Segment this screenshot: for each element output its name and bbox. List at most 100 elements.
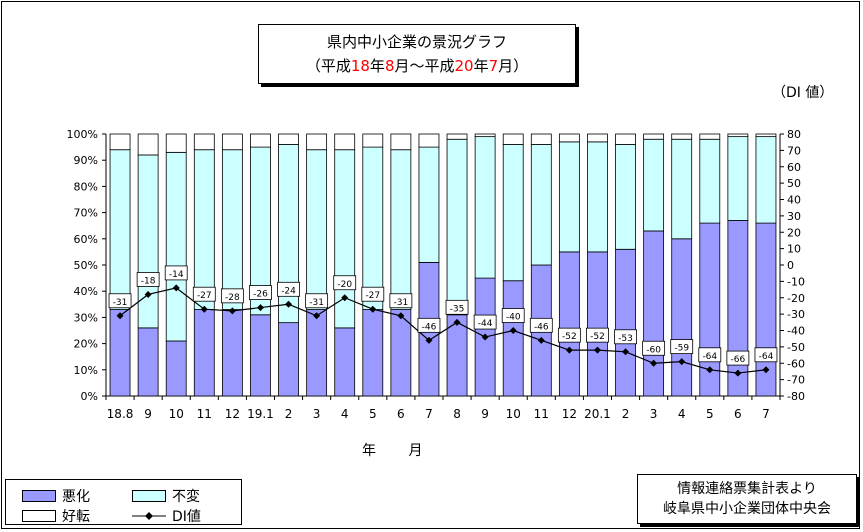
- x-tick-label: 5: [706, 407, 714, 421]
- right-tick-label: 40: [787, 194, 801, 207]
- di-point: [172, 284, 180, 292]
- bar-same: [671, 138, 693, 240]
- bar-good: [418, 133, 440, 148]
- bar-bad: [671, 238, 693, 397]
- x-tick-label: 12: [225, 407, 240, 421]
- left-tick-label: 100%: [67, 128, 98, 141]
- di-data-label: -18: [141, 276, 156, 286]
- legend-item-bad: 悪化: [22, 486, 90, 506]
- di-data-label: -35: [450, 304, 465, 314]
- legend-item-same: 不変: [132, 486, 200, 506]
- bar-good: [587, 133, 608, 143]
- di-label-box: [501, 308, 525, 323]
- di-point: [425, 336, 433, 344]
- di-label-box: [642, 340, 666, 356]
- bar-bad: [165, 340, 187, 397]
- subtitle-part-0: （平成: [305, 57, 351, 75]
- right-tick-label: 0: [787, 259, 794, 272]
- di-label-box: [557, 327, 581, 343]
- x-tick-label: 3: [313, 407, 321, 421]
- di-data-label: -46: [422, 322, 437, 332]
- di-label-box: [445, 299, 469, 315]
- bar-same: [446, 138, 468, 316]
- di-label-box: [586, 327, 609, 343]
- di-label-box: [614, 329, 637, 345]
- bar-same: [699, 138, 721, 224]
- x-tick-label: 12: [562, 407, 577, 421]
- di-point: [593, 346, 601, 354]
- bar-good: [474, 133, 496, 138]
- di-data-label: -31: [394, 298, 409, 308]
- right-tick-label: 50: [787, 177, 801, 190]
- di-point: [706, 366, 714, 374]
- subtitle-part-2: 年: [369, 57, 385, 75]
- legend-label-good: 好転: [62, 509, 90, 525]
- bar-same: [418, 146, 440, 263]
- bar-bad: [250, 314, 271, 397]
- di-label-box: [698, 347, 722, 363]
- di-line: [119, 287, 767, 374]
- bar-same: [193, 149, 215, 310]
- legend-swatch-good: [22, 510, 56, 522]
- x-tick-label: 7: [425, 407, 433, 421]
- di-label-box: [754, 347, 778, 363]
- di-data-label: -64: [702, 352, 717, 362]
- legend-item-good: 好転: [22, 506, 90, 526]
- di-data-label: -53: [618, 334, 633, 344]
- x-tick-label: 5: [369, 407, 377, 421]
- x-tick-label: 20.1: [584, 407, 611, 421]
- subtitle-part-8: 月）: [498, 57, 529, 75]
- subtitle-part-7: 7: [488, 57, 499, 75]
- right-tick-label: -80: [787, 390, 805, 403]
- di-data-label: -66: [731, 355, 746, 365]
- bar-same: [587, 141, 608, 253]
- x-tick-label: 4: [678, 407, 686, 421]
- bar-same: [306, 149, 328, 310]
- bar-good: [530, 133, 552, 145]
- di-label-box: [108, 293, 132, 309]
- right-tick-label: -40: [787, 325, 805, 338]
- di-data-label: -27: [365, 291, 380, 301]
- bar-good: [250, 133, 271, 148]
- left-tick-label: 0%: [81, 390, 98, 403]
- legend-swatch-bad: [22, 490, 56, 502]
- di-data-label: -28: [225, 293, 240, 303]
- di-data-label: -24: [281, 286, 296, 296]
- bar-bad: [558, 251, 580, 397]
- left-tick-label: 80%: [74, 180, 98, 193]
- bar-good: [390, 133, 412, 151]
- bar-bad: [306, 309, 328, 397]
- di-data-label: -60: [646, 345, 661, 355]
- bar-good: [671, 133, 693, 140]
- di-point: [453, 318, 461, 326]
- di-point: [341, 294, 349, 302]
- left-tick-label: 40%: [74, 285, 98, 298]
- di-label-box: [249, 285, 272, 300]
- bar-bad: [137, 327, 159, 397]
- x-tick-label: 3: [650, 407, 658, 421]
- di-point: [369, 305, 377, 313]
- bar-good: [221, 133, 243, 151]
- bar-same: [558, 141, 580, 253]
- right-tick-label: 80: [787, 128, 801, 141]
- x-tick-label: 11: [197, 407, 212, 421]
- di-point: [313, 312, 321, 320]
- legend-item-di: DI値: [132, 506, 201, 526]
- x-tick-label: 2: [622, 407, 630, 421]
- bar-good: [165, 133, 187, 153]
- di-label-box: [192, 286, 216, 302]
- di-point: [678, 358, 686, 366]
- left-tick-label: 50%: [74, 259, 98, 272]
- x-tick-label: 6: [734, 407, 742, 421]
- di-label-box: [333, 275, 357, 291]
- di-data-label: -40: [506, 313, 521, 323]
- di-point: [144, 290, 152, 298]
- di-point: [397, 312, 405, 320]
- bar-good: [615, 133, 636, 145]
- di-label-box: [277, 281, 300, 297]
- di-label-box: [220, 288, 244, 304]
- di-data-label: -26: [253, 290, 268, 300]
- di-data-label: -64: [759, 352, 774, 362]
- bar-good: [362, 133, 384, 148]
